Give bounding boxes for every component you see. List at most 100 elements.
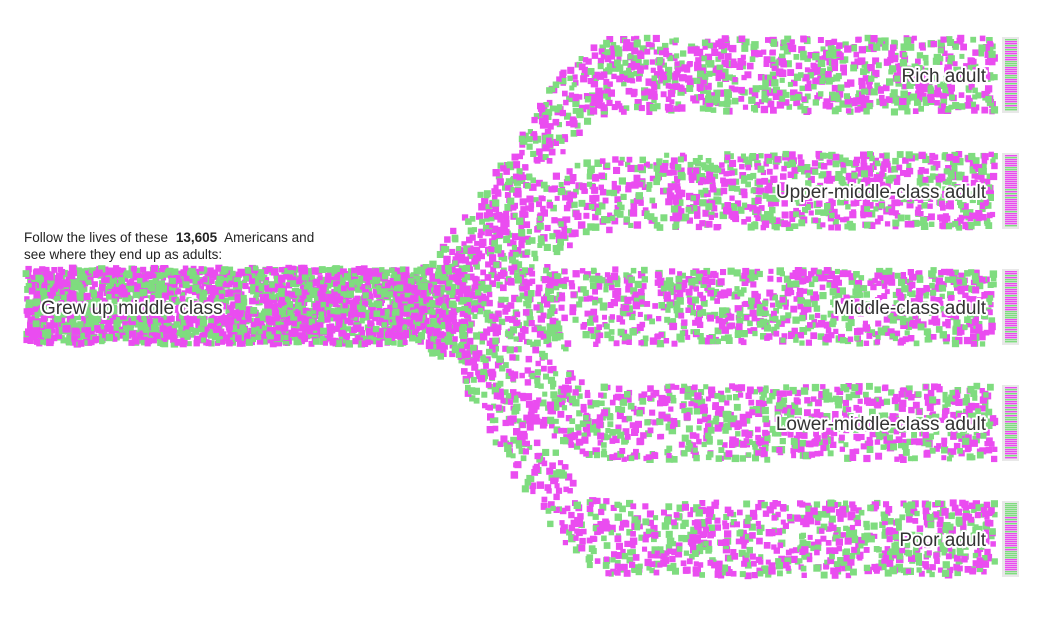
source-dot	[157, 341, 163, 347]
person-dot	[989, 152, 994, 157]
person-dot	[485, 229, 492, 236]
person-dot	[688, 162, 694, 168]
person-dot	[695, 57, 701, 63]
person-dot	[729, 160, 736, 167]
source-dot	[221, 331, 227, 337]
person-dot	[770, 107, 777, 114]
source-dot	[382, 322, 387, 327]
person-dot	[882, 44, 889, 51]
source-dot	[329, 297, 336, 304]
person-dot	[981, 107, 988, 114]
person-dot	[970, 213, 976, 219]
source-dot	[104, 277, 110, 283]
person-dot	[861, 170, 868, 177]
person-dot	[608, 81, 613, 86]
source-dot	[313, 338, 320, 345]
person-dot	[678, 156, 684, 162]
person-dot	[823, 153, 828, 158]
person-dot	[736, 317, 743, 324]
person-dot	[796, 63, 803, 70]
source-dot	[209, 274, 214, 279]
person-dot	[924, 61, 929, 66]
person-dot	[761, 178, 768, 185]
source-dot	[301, 317, 308, 324]
person-dot	[663, 48, 669, 54]
person-dot	[527, 136, 533, 142]
person-dot	[573, 317, 579, 323]
source-dot	[250, 284, 255, 289]
person-dot	[899, 98, 906, 105]
person-dot	[761, 96, 768, 103]
source-dot	[170, 278, 176, 284]
source-dot	[292, 321, 297, 326]
person-dot	[940, 37, 946, 43]
person-dot	[625, 186, 631, 192]
person-dot	[923, 55, 929, 61]
person-dot	[644, 49, 650, 55]
person-dot	[702, 164, 708, 170]
person-dot	[908, 221, 915, 228]
person-dot	[931, 41, 937, 47]
person-dot	[505, 192, 511, 198]
person-dot	[517, 168, 523, 174]
person-dot	[857, 97, 863, 103]
person-dot	[727, 45, 732, 50]
person-dot	[879, 171, 885, 177]
source-dot	[343, 291, 349, 297]
person-dot	[860, 83, 866, 89]
source-dot	[275, 325, 280, 330]
person-dot	[684, 67, 690, 73]
person-dot	[696, 224, 702, 230]
person-dot	[634, 221, 641, 228]
person-dot	[963, 210, 969, 216]
person-dot	[539, 195, 544, 200]
person-dot	[669, 99, 674, 104]
person-dot	[718, 43, 724, 49]
person-dot	[846, 108, 851, 113]
person-dot	[725, 155, 731, 161]
person-dot	[539, 118, 546, 125]
person-dot	[734, 186, 740, 192]
source-dot	[320, 328, 327, 335]
person-dot	[538, 105, 545, 112]
person-dot	[758, 166, 765, 173]
person-dot	[526, 240, 531, 245]
person-dot	[489, 254, 496, 261]
source-dot	[284, 319, 291, 326]
person-dot	[866, 103, 872, 109]
person-dot	[638, 164, 644, 170]
person-dot	[818, 91, 823, 96]
person-dot	[624, 70, 629, 75]
person-dot	[750, 153, 757, 160]
person-dot	[726, 100, 731, 105]
person-dot	[531, 117, 537, 123]
person-dot	[751, 50, 759, 58]
source-dot	[290, 280, 297, 287]
person-dot	[633, 63, 640, 70]
person-dot	[631, 48, 638, 55]
person-dot	[887, 57, 893, 63]
person-dot	[616, 47, 622, 53]
source-dot	[336, 296, 343, 303]
source-dot	[91, 291, 97, 297]
person-dot	[571, 130, 578, 137]
source-dot	[246, 339, 253, 346]
person-dot	[798, 154, 803, 159]
source-dot	[183, 281, 190, 288]
person-dot	[640, 157, 647, 164]
person-dot	[455, 268, 462, 275]
person-dot	[622, 60, 628, 66]
person-dot	[909, 274, 916, 281]
person-dot	[605, 89, 611, 95]
source-dot	[373, 326, 379, 332]
person-dot	[558, 188, 565, 195]
person-dot	[576, 301, 582, 307]
person-dot	[604, 323, 610, 329]
person-dot	[702, 40, 708, 46]
person-dot	[972, 49, 979, 56]
person-dot	[800, 36, 807, 43]
person-dot	[628, 223, 633, 228]
person-dot	[507, 161, 513, 167]
person-dot	[636, 192, 643, 199]
